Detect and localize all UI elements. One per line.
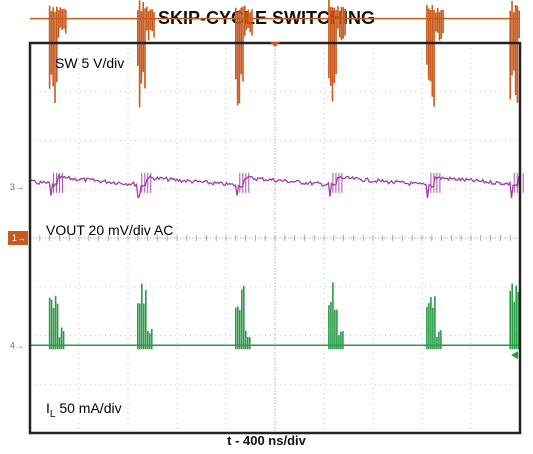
- vout-spikes: [53, 172, 524, 193]
- ch1-marker-box: [8, 231, 28, 245]
- graticule: [29, 43, 521, 433]
- ch4-label: IL 50 mA/div: [46, 400, 122, 420]
- x-axis-label: t - 400 ns/div: [227, 433, 306, 448]
- channel-markers: 1→ 3→ 4→: [8, 42, 518, 360]
- ch1-marker: 1→: [8, 231, 28, 245]
- vout-trace: [29, 173, 520, 199]
- trigger-level-marker: [511, 351, 518, 360]
- il-trace: [30, 282, 520, 350]
- ch3-marker: 3→: [10, 182, 24, 192]
- ch3-label: VOUT 20 mV/div AC: [46, 222, 173, 238]
- ch4-marker: 4→: [10, 340, 24, 350]
- ch1-marker-text: 1→: [12, 233, 26, 243]
- ch1-label: SW 5 V/div: [55, 55, 124, 71]
- trigger-position-marker: [270, 42, 280, 47]
- traces: [29, 0, 524, 350]
